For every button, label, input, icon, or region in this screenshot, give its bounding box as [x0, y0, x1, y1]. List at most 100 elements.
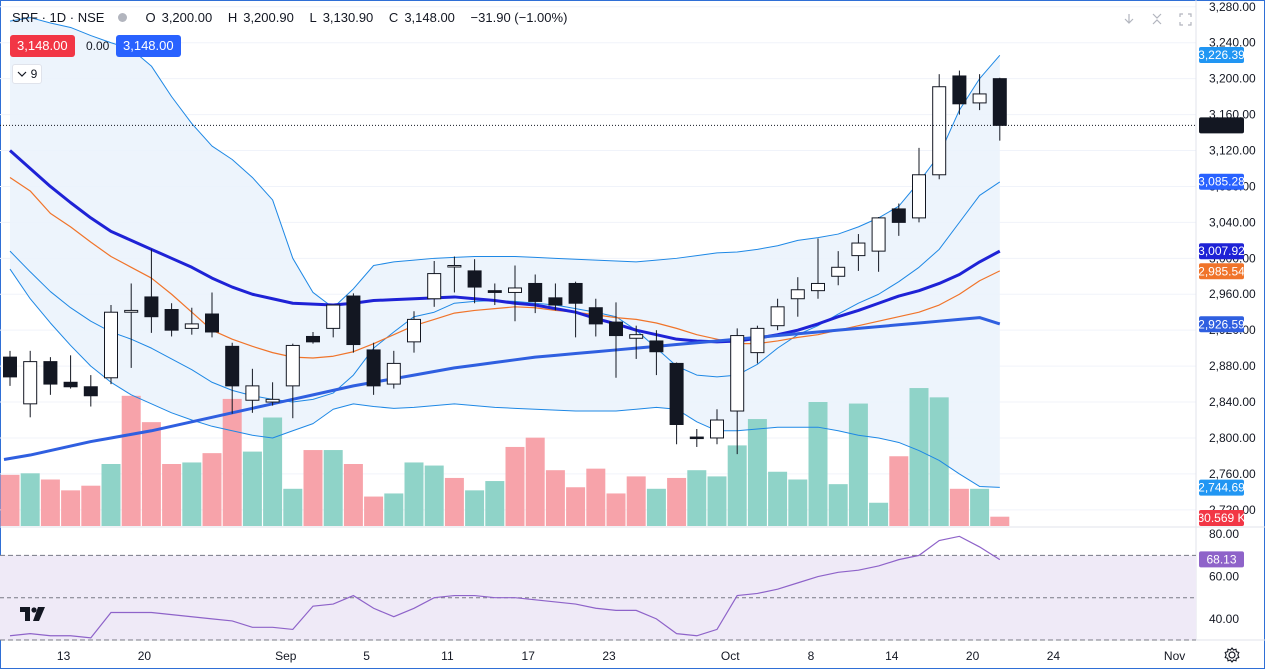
buy-button[interactable]: 3,148.00 [116, 35, 181, 57]
fullscreen-icon [1178, 12, 1192, 26]
candle-body [770, 306, 785, 327]
candle [63, 355, 78, 389]
rsi-line [9, 535, 1001, 639]
volume-bar [202, 453, 222, 526]
rsi-tick-label: 40.00 [1209, 612, 1239, 626]
bb-upper-value-label-bg [1199, 46, 1244, 63]
bb-lower-value-label-text: 2,744.69 [1198, 481, 1245, 495]
candle-body [306, 335, 320, 343]
volume-bar [141, 422, 161, 526]
candle-body [63, 381, 78, 388]
settings-icon[interactable] [1223, 646, 1241, 664]
candle [851, 234, 866, 271]
indicators-count: 9 [30, 67, 38, 81]
rsi-pane [0, 535, 1196, 641]
volume-bar [0, 474, 20, 526]
rsi-value-label: 68.13 [1199, 551, 1244, 568]
bb-basis-value-label-bg [1199, 173, 1244, 190]
candle-body [326, 304, 341, 329]
rsi-tick-label: 80.00 [1209, 527, 1239, 541]
collapse-button[interactable] [1147, 9, 1167, 29]
symbol-legend: SRF · 1D · NSE O 3,200.00 H 3,200.90 L 3,13… [12, 10, 573, 25]
indicators-toggle[interactable]: 9 [12, 64, 42, 84]
candle [750, 325, 765, 364]
volume-bar [263, 417, 283, 526]
candle-body [568, 282, 583, 304]
candle-body [265, 398, 280, 403]
download-button[interactable] [1119, 9, 1139, 29]
candle [43, 357, 58, 395]
candle-body [205, 313, 219, 333]
time-tick-label: Oct [721, 649, 740, 663]
candle [790, 277, 805, 317]
volume-bar [40, 479, 60, 526]
volume-bar [465, 490, 485, 526]
bb-basis-value-label-text: 3,085.28 [1198, 175, 1245, 189]
volume-bar [667, 477, 687, 526]
candle-body [588, 307, 603, 325]
low-label: L [309, 10, 317, 25]
market-status-dot [118, 13, 128, 22]
candle-body [23, 361, 38, 405]
candle [447, 256, 462, 293]
candle-body [104, 311, 118, 379]
time-tick-label: 13 [57, 649, 71, 663]
candle [811, 238, 825, 299]
ma-short-value-label: 3,007.92 [1198, 243, 1245, 260]
candle [669, 362, 684, 445]
candle [83, 375, 98, 407]
volume-bar [242, 451, 262, 526]
download-icon [1124, 14, 1134, 24]
candle-body [811, 282, 825, 292]
time-tick-label: 24 [1047, 649, 1061, 663]
candle [245, 368, 260, 413]
spread-value: 0.00 [86, 39, 110, 53]
rsi-value-label-bg [1199, 551, 1244, 568]
volume-bar [949, 488, 969, 526]
high-value: 3,200.90 [243, 10, 294, 25]
change-value: −31.90 (−1.00%) [470, 10, 568, 25]
volume-bar [606, 493, 626, 526]
candle-body [952, 75, 967, 105]
open-label: O [145, 10, 156, 25]
time-tick-label: 8 [808, 649, 815, 663]
candle [346, 293, 361, 353]
volume-bar [101, 464, 121, 526]
ma-short-value-label-text: 3,007.92 [1198, 244, 1245, 258]
symbol-title[interactable]: SRF · 1D · NSE [12, 10, 105, 25]
fullscreen-button[interactable] [1175, 9, 1195, 29]
volume-bar [424, 465, 444, 526]
volume-bar [909, 388, 929, 526]
candle [649, 330, 664, 376]
time-tick-label: 5 [363, 649, 370, 663]
candle [144, 249, 159, 333]
candle [407, 311, 421, 353]
candle [770, 298, 785, 331]
bollinger-fill [10, 17, 1000, 488]
time-tick-label: 11 [441, 649, 454, 663]
candle-body [932, 86, 947, 176]
ma-long-value-label: 2,926.59 [1198, 316, 1245, 333]
volume-bar [747, 419, 767, 526]
volume-bar [404, 462, 424, 526]
axis-value-labels: 3,226.39 3,085.28 3,007.92 2,985.54 2,926.59… [1197, 46, 1246, 568]
tradingview-logo-icon[interactable] [18, 604, 48, 624]
candle-body [467, 270, 482, 288]
volume-bar [788, 479, 808, 526]
ma-orange-value-label: 2,985.54 [1198, 263, 1245, 280]
candle [366, 342, 381, 395]
candle-body [3, 356, 17, 378]
last-price-label [1199, 117, 1244, 134]
volume-bar [586, 468, 606, 526]
price-axis: 2,720.002,760.002,800.002,840.002,880.00… [1209, 0, 1256, 626]
candle [528, 274, 543, 314]
price-tick-label: 2,760.00 [1209, 467, 1256, 481]
volume-bar [848, 403, 868, 526]
candle-body [144, 296, 159, 318]
ohlc-readout: O 3,200.00 H 3,200.90 L 3,130.90 C 3,148.00 … [145, 10, 573, 25]
volume-value-label-text: 30.569 K [1197, 511, 1245, 525]
candle-body [83, 386, 98, 397]
sell-button[interactable]: 3,148.00 [10, 35, 75, 57]
volume-bar [626, 476, 646, 526]
